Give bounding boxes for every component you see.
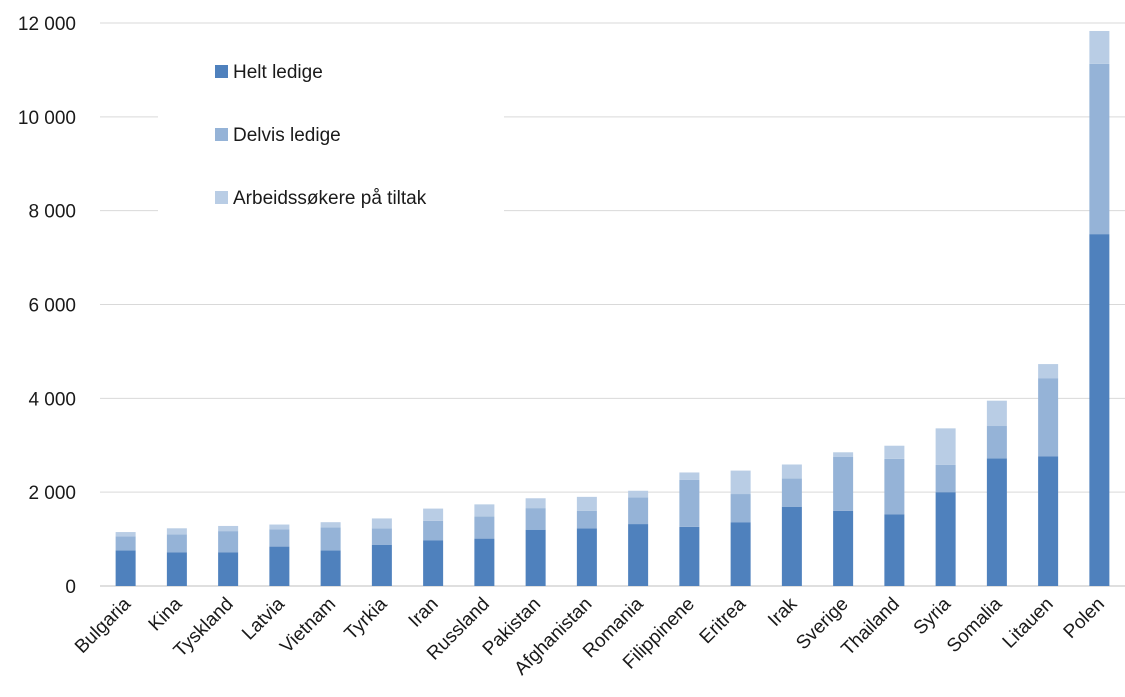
- y-tick-label: 4 000: [28, 389, 76, 410]
- bar-vietnam-helt-ledige: [320, 550, 341, 586]
- y-tick-label: 0: [65, 577, 76, 598]
- x-tick-label: Eritrea: [696, 593, 751, 648]
- bar-tyskland-arbeidssokere-pa-tiltak: [218, 525, 239, 532]
- bar-sverige-helt-ledige: [833, 510, 854, 586]
- bar-litauen-arbeidssokere-pa-tiltak: [1038, 364, 1059, 379]
- bar-romania-delvis-ledige: [628, 497, 649, 525]
- legend-label-helt-ledige: Helt ledige: [233, 62, 323, 83]
- bar-eritrea-arbeidssokere-pa-tiltak: [730, 470, 751, 495]
- bar-bulgaria-helt-ledige: [115, 550, 136, 586]
- bar-kina-delvis-ledige: [166, 534, 187, 553]
- y-tick-label: 6 000: [28, 296, 76, 317]
- bar-afghanistan-delvis-ledige: [576, 510, 597, 529]
- x-tick-label: Vietnam: [276, 594, 340, 658]
- bar-afghanistan-arbeidssokere-pa-tiltak: [576, 496, 597, 511]
- y-tick-label: 10 000: [18, 108, 76, 129]
- bar-filippinene-delvis-ledige: [679, 479, 700, 527]
- bar-tyskland-helt-ledige: [218, 552, 239, 586]
- bar-kina-arbeidssokere-pa-tiltak: [166, 528, 187, 535]
- bar-syria-delvis-ledige: [935, 464, 956, 493]
- bar-iran-helt-ledige: [423, 540, 444, 586]
- bar-bulgaria-delvis-ledige: [115, 536, 136, 551]
- bar-somalia-helt-ledige: [986, 458, 1007, 586]
- bar-thailand-helt-ledige: [884, 514, 905, 586]
- bar-tyskland-delvis-ledige: [218, 531, 239, 553]
- legend-label-arbeidssokere-pa-tiltak: Arbeidssøkere på tiltak: [233, 188, 427, 209]
- bar-kina-helt-ledige: [166, 552, 187, 586]
- x-tick-label: Syria: [910, 593, 956, 639]
- bar-somalia-arbeidssokere-pa-tiltak: [986, 400, 1007, 427]
- x-tick-label: Polen: [1060, 594, 1109, 643]
- legend-label-delvis-ledige: Delvis ledige: [233, 125, 341, 146]
- bar-filippinene-helt-ledige: [679, 526, 700, 586]
- bar-romania-helt-ledige: [628, 524, 649, 586]
- y-tick-label: 2 000: [28, 483, 76, 504]
- bar-somalia-delvis-ledige: [986, 426, 1007, 459]
- bar-polen-arbeidssokere-pa-tiltak: [1089, 30, 1110, 64]
- bar-pakistan-arbeidssokere-pa-tiltak: [525, 498, 546, 509]
- legend: Helt ledige Delvis ledige Arbeidssøkere …: [158, 40, 504, 235]
- bar-russland-arbeidssokere-pa-tiltak: [474, 504, 495, 517]
- bar-russland-helt-ledige: [474, 538, 495, 586]
- bar-thailand-arbeidssokere-pa-tiltak: [884, 445, 905, 459]
- bar-tyrkia-delvis-ledige: [371, 528, 392, 545]
- x-tick-label: Bulgaria: [71, 593, 135, 657]
- bar-litauen-delvis-ledige: [1038, 378, 1059, 457]
- bar-eritrea-helt-ledige: [730, 522, 751, 586]
- bar-vietnam-arbeidssokere-pa-tiltak: [320, 522, 341, 528]
- bar-iran-arbeidssokere-pa-tiltak: [423, 508, 444, 521]
- y-axis: 0 2 000 4 000 6 000 8 000 10 000 12 000: [18, 14, 76, 598]
- legend-swatch-helt-ledige: [215, 65, 228, 78]
- bar-syria-helt-ledige: [935, 492, 956, 586]
- bar-sverige-arbeidssokere-pa-tiltak: [833, 452, 854, 457]
- bar-iran-delvis-ledige: [423, 520, 444, 541]
- legend-swatch-delvis-ledige: [215, 128, 228, 141]
- bar-polen-delvis-ledige: [1089, 63, 1110, 235]
- bar-filippinene-arbeidssokere-pa-tiltak: [679, 472, 700, 480]
- bar-afghanistan-helt-ledige: [576, 528, 597, 586]
- bar-pakistan-helt-ledige: [525, 529, 546, 586]
- bar-tyrkia-helt-ledige: [371, 544, 392, 586]
- bar-bulgaria-arbeidssokere-pa-tiltak: [115, 532, 136, 537]
- bars: [115, 30, 1110, 586]
- bar-latvia-arbeidssokere-pa-tiltak: [269, 524, 290, 530]
- x-tick-label: Irak: [764, 593, 802, 631]
- x-tick-label: Litauen: [999, 594, 1058, 653]
- bar-russland-delvis-ledige: [474, 516, 495, 539]
- bar-latvia-delvis-ledige: [269, 529, 290, 547]
- x-tick-label: Somalia: [943, 593, 1007, 657]
- bar-irak-delvis-ledige: [781, 478, 802, 507]
- bar-polen-helt-ledige: [1089, 234, 1110, 586]
- bar-latvia-helt-ledige: [269, 546, 290, 586]
- bar-romania-arbeidssokere-pa-tiltak: [628, 490, 649, 498]
- bar-pakistan-delvis-ledige: [525, 508, 546, 530]
- bar-sverige-delvis-ledige: [833, 456, 854, 511]
- bar-syria-arbeidssokere-pa-tiltak: [935, 428, 956, 465]
- bar-litauen-helt-ledige: [1038, 456, 1059, 586]
- bar-irak-arbeidssokere-pa-tiltak: [781, 464, 802, 479]
- y-tick-label: 12 000: [18, 14, 76, 35]
- y-tick-label: 8 000: [28, 202, 76, 223]
- bar-tyrkia-arbeidssokere-pa-tiltak: [371, 518, 392, 529]
- bar-vietnam-delvis-ledige: [320, 527, 341, 551]
- x-tick-label: Iran: [405, 594, 443, 632]
- x-tick-label: Tyrkia: [341, 593, 392, 644]
- bar-thailand-delvis-ledige: [884, 458, 905, 515]
- bar-irak-helt-ledige: [781, 506, 802, 586]
- legend-swatch-arbeidssokere-pa-tiltak: [215, 191, 228, 204]
- x-tick-label: Kina: [145, 593, 187, 635]
- bar-eritrea-delvis-ledige: [730, 494, 751, 523]
